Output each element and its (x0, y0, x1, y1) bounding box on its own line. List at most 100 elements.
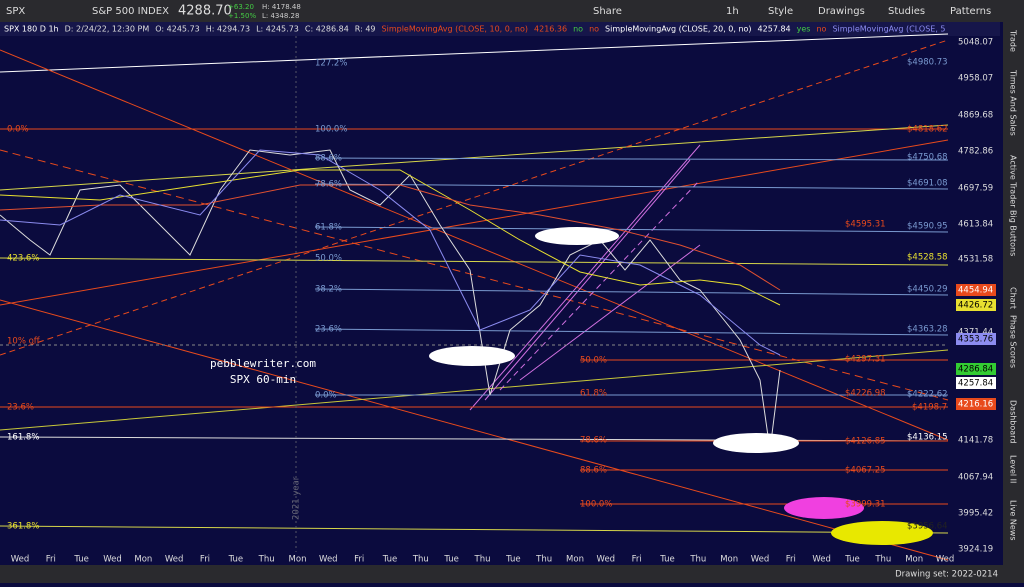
side-tab[interactable]: Big Buttons (1009, 210, 1018, 256)
info-item: H: 4294.73 (206, 25, 250, 34)
annotation: 78.6% (315, 180, 342, 190)
annotation: $4590.95 (907, 222, 948, 232)
toolbar-button[interactable]: Share (593, 6, 622, 17)
change-pct: +1.50% (228, 12, 256, 20)
status-text: Drawing set: 2022-0214 (895, 570, 998, 580)
price-axis-label: 3995.42 (958, 509, 993, 519)
x-axis-label: Mon (905, 555, 923, 565)
last-price: 4288.70 (178, 4, 232, 19)
annotation: 38.2% (315, 285, 342, 295)
price-axis-label: 4371.44 (958, 328, 993, 338)
toolbar-button[interactable]: Drawings (818, 6, 865, 17)
price-tag (956, 299, 996, 311)
symbol: SPX (6, 6, 25, 17)
x-axis-label: Wed (11, 555, 30, 565)
side-tab[interactable]: Active Trader (1009, 155, 1018, 208)
drawings (0, 33, 949, 561)
side-tab[interactable]: Dashboard (1009, 400, 1018, 443)
annotation: 23.6% (315, 325, 342, 335)
annotation: 88.6% (315, 154, 342, 164)
side-tab[interactable]: Level II (1009, 455, 1018, 483)
x-axis-label: Thu (258, 555, 275, 565)
annotation: $4528.58 (907, 253, 948, 263)
price-tag (956, 284, 996, 296)
x-axis-label: Thu (689, 555, 706, 565)
annotation: 161.8% (7, 433, 39, 443)
side-tab[interactable]: Phase Scores (1009, 315, 1018, 368)
price-axis-label: 4613.84 (958, 220, 993, 230)
info-item: R: 49 (355, 25, 376, 34)
x-axis-label: Mon (566, 555, 584, 565)
x-axis-label: Tue (443, 555, 459, 565)
price-tag-label: 4216.16 (958, 400, 993, 410)
info-item: D: 2/24/22, 12:30 PM (65, 25, 150, 34)
toolbar-button[interactable]: Style (768, 6, 793, 17)
annotation: $4363.28 (907, 325, 948, 335)
annotation: 361.8% (7, 522, 39, 532)
x-axis-label: Wed (936, 555, 955, 565)
x-axis-label: Thu (474, 555, 491, 565)
annotation: 0.0% (315, 391, 337, 401)
info-item: no (589, 25, 599, 34)
annotation: $3999.31 (845, 500, 886, 510)
annotation: $4136.15 (907, 433, 948, 443)
x-axis-label: Thu (535, 555, 552, 565)
annotation: 78.6% (580, 436, 607, 446)
change: +63.20 (228, 3, 254, 11)
info-item: SimpleMovingAvg (CLOSE, 20, 0, no) (605, 25, 752, 34)
toolbar-button[interactable]: Patterns (950, 6, 991, 17)
low: L: 4348.28 (262, 12, 299, 20)
x-axis-label: Tue (505, 555, 521, 565)
x-axis-label: Wed (751, 555, 770, 565)
x-axis-label: Mon (289, 555, 307, 565)
status-bar (0, 565, 1003, 583)
symbol-name: S&P 500 INDEX (92, 6, 169, 17)
annotation: 23.6% (7, 403, 34, 413)
x-axis-label: Wed (165, 555, 184, 565)
toolbar-button[interactable]: Studies (888, 6, 925, 17)
annotation: 423.6% (7, 254, 39, 264)
x-axis-label: Mon (134, 555, 152, 565)
info-item: 4257.84 (758, 25, 791, 34)
price-tag-label: 4353.76 (958, 335, 993, 345)
annotation: $4222.62 (907, 390, 948, 400)
x-axis-label: Wed (103, 555, 122, 565)
side-tab[interactable]: Times And Sales (1009, 69, 1018, 136)
price-axis-label: 4531.58 (958, 255, 993, 265)
info-item: O: 4245.73 (155, 25, 199, 34)
side-panel (1003, 22, 1024, 583)
annotation: $4067.25 (845, 466, 886, 476)
annotation: 127.2% (315, 59, 347, 69)
info-item: no (816, 25, 826, 34)
price-tag (956, 377, 996, 389)
annotation: $4691.08 (907, 179, 948, 189)
annotation: 88.6% (580, 466, 607, 476)
annotation: 50.0% (315, 254, 342, 264)
x-axis-label: Tue (382, 555, 398, 565)
x-axis-label: Fri (46, 555, 56, 565)
annotation: 100.0% (315, 125, 347, 135)
price-axis-label: 4869.68 (958, 111, 993, 121)
annotation: $4595.31 (845, 220, 886, 230)
annotation: $4450.29 (907, 285, 948, 295)
annotation: 0.0% (7, 125, 29, 135)
annotation: 10% off (7, 337, 41, 347)
watermark: pebblewriter.com (210, 357, 316, 370)
info-bar (0, 22, 1000, 36)
annotation: 50.0% (580, 356, 607, 366)
price-tag-label: 4454.94 (958, 286, 993, 296)
side-tab[interactable]: Trade (1009, 29, 1018, 52)
info-item: L: 4245.73 (256, 25, 299, 34)
info-item: SimpleMovingAvg (CLOSE, 5 (832, 25, 945, 34)
side-tab[interactable]: Chart (1009, 287, 1018, 309)
annotation: $4980.73 (907, 58, 948, 68)
price-tag (956, 398, 996, 410)
annotation: $4126.85 (845, 437, 886, 447)
annotation: 61.8% (580, 389, 607, 399)
x-axis-label: Fri (786, 555, 796, 565)
price-tag (956, 363, 996, 375)
annotation: $3956.64 (907, 522, 948, 532)
side-tab[interactable]: Live News (1009, 500, 1018, 541)
toolbar-button[interactable]: 1h (726, 6, 739, 17)
